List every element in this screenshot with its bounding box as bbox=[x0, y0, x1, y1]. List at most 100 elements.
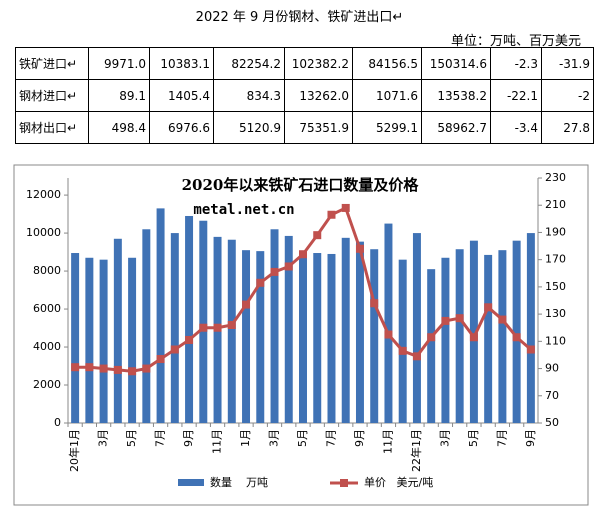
x-tick-label: 3月 bbox=[438, 429, 451, 447]
y-tick-label: 4000 bbox=[33, 340, 61, 353]
bar bbox=[256, 251, 265, 423]
y2-tick-label: 70 bbox=[545, 389, 559, 402]
bar bbox=[498, 250, 507, 423]
bar bbox=[142, 229, 151, 423]
bar bbox=[384, 223, 393, 423]
x-tick-label: 7月 bbox=[154, 429, 167, 447]
table-cell: 150314.6 bbox=[421, 47, 491, 80]
bar bbox=[71, 253, 80, 423]
x-tick-label: 22年1月 bbox=[409, 429, 423, 472]
y-tick-label: 0 bbox=[54, 416, 61, 429]
x-tick-label: 3月 bbox=[268, 429, 281, 447]
price-marker bbox=[469, 333, 478, 342]
price-marker bbox=[113, 365, 122, 374]
bar bbox=[156, 208, 165, 423]
table-cell: -22.1 bbox=[490, 79, 542, 112]
table-cell: 498.4 bbox=[88, 111, 150, 144]
x-tick-label: 3月 bbox=[97, 429, 110, 447]
x-tick-label: 1月 bbox=[239, 429, 252, 447]
bar bbox=[341, 237, 350, 423]
price-marker bbox=[299, 250, 307, 259]
table-cell: 10383.1 bbox=[149, 47, 214, 80]
y2-tick-label: 130 bbox=[545, 307, 566, 320]
legend-label: 数量 万吨 bbox=[210, 476, 268, 489]
table-cell: 13538.2 bbox=[421, 79, 491, 112]
price-marker bbox=[412, 352, 421, 361]
y-tick-label: 10000 bbox=[26, 226, 61, 239]
price-marker bbox=[512, 333, 521, 342]
price-marker bbox=[99, 364, 108, 373]
price-marker bbox=[526, 345, 535, 354]
price-marker bbox=[85, 363, 94, 372]
bar bbox=[270, 229, 279, 423]
x-tick-label: 5月 bbox=[296, 429, 309, 447]
table-cell: 5299.1 bbox=[352, 111, 422, 144]
price-marker bbox=[370, 299, 379, 308]
table-cell: 58962.7 bbox=[421, 111, 491, 144]
price-marker bbox=[256, 278, 265, 287]
x-tick-label: 20年1月 bbox=[67, 429, 81, 472]
x-tick-label: 7月 bbox=[324, 429, 337, 447]
price-marker bbox=[213, 323, 222, 332]
data-table: 铁矿进口↵ 9971.0 10383.1 82254.2 102382.2 84156.5… bbox=[15, 47, 594, 144]
price-marker bbox=[185, 335, 194, 344]
y-tick-label: 2000 bbox=[33, 378, 61, 391]
bar bbox=[99, 259, 108, 423]
price-marker bbox=[313, 231, 322, 240]
y2-tick-label: 190 bbox=[545, 225, 566, 238]
x-tick-label: 5月 bbox=[125, 429, 138, 447]
bar bbox=[512, 240, 521, 423]
bar bbox=[113, 238, 122, 423]
y2-tick-label: 90 bbox=[545, 362, 559, 375]
table-cell: 75351.9 bbox=[284, 111, 353, 144]
price-marker bbox=[142, 364, 151, 373]
table-cell: 84156.5 bbox=[352, 47, 422, 80]
price-marker bbox=[199, 323, 208, 332]
price-marker bbox=[341, 203, 350, 212]
bar bbox=[199, 220, 208, 423]
price-marker bbox=[170, 345, 179, 354]
unit-note: 单位：万吨、百万美元 bbox=[450, 34, 581, 49]
bar bbox=[128, 257, 137, 423]
table-cell: 钢材出口↵ bbox=[15, 111, 89, 144]
legend-label: 单价 美元/吨 bbox=[364, 476, 433, 489]
y2-tick-label: 50 bbox=[545, 416, 559, 429]
price-marker bbox=[156, 355, 165, 364]
watermark: metal.net.cn bbox=[193, 202, 294, 218]
y-tick-label: 8000 bbox=[33, 264, 61, 277]
bar bbox=[484, 254, 493, 423]
price-marker bbox=[327, 210, 336, 219]
x-tick-label: 11月 bbox=[211, 429, 224, 454]
price-marker bbox=[355, 244, 364, 253]
legend-swatch bbox=[178, 479, 204, 486]
price-marker bbox=[455, 314, 464, 323]
bar bbox=[185, 215, 194, 423]
table-cell: 834.3 bbox=[213, 79, 285, 112]
price-marker bbox=[227, 321, 236, 329]
price-marker bbox=[270, 267, 279, 276]
price-marker bbox=[441, 316, 450, 325]
y2-tick-label: 170 bbox=[545, 253, 566, 266]
table-row: 铁矿进口↵ 9971.0 10383.1 82254.2 102382.2 84156.5… bbox=[15, 47, 594, 80]
price-marker bbox=[71, 363, 80, 372]
bar bbox=[299, 253, 307, 423]
y2-tick-label: 150 bbox=[545, 280, 566, 293]
table-cell: 5120.9 bbox=[213, 111, 285, 144]
bar bbox=[455, 249, 464, 423]
x-tick-label: 5月 bbox=[467, 429, 480, 447]
table-row: 钢材出口↵ 498.4 6976.6 5120.9 75351.9 5299.1 58962… bbox=[15, 111, 594, 144]
x-tick-label: 11月 bbox=[381, 429, 394, 454]
price-marker bbox=[128, 367, 137, 376]
x-tick-label: 9月 bbox=[182, 429, 195, 447]
price-marker bbox=[398, 346, 407, 355]
table-cell: 13262.0 bbox=[284, 79, 353, 112]
bar bbox=[441, 257, 450, 423]
bar bbox=[469, 240, 478, 423]
y2-tick-label: 110 bbox=[545, 334, 566, 347]
bar bbox=[242, 250, 251, 423]
bar bbox=[412, 233, 421, 423]
chart-title: 2020年以来铁矿石进口数量及价格 bbox=[182, 176, 420, 194]
x-tick-label: 9月 bbox=[524, 429, 537, 447]
price-marker bbox=[384, 330, 393, 339]
